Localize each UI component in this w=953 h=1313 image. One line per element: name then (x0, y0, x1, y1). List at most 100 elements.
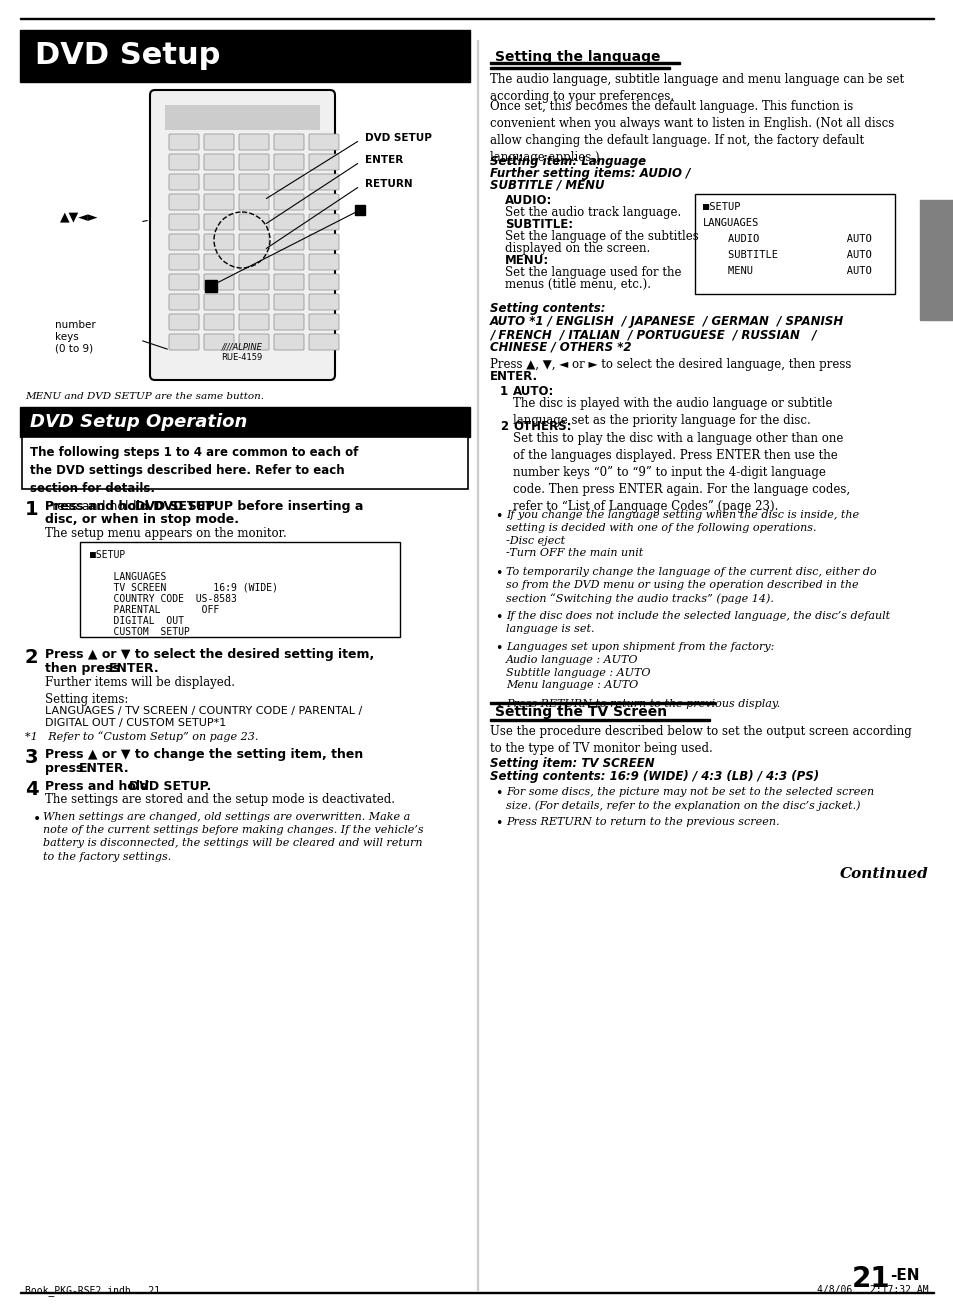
FancyBboxPatch shape (169, 294, 199, 310)
Text: The settings are stored and the setup mode is deactivated.: The settings are stored and the setup mo… (45, 793, 395, 806)
Text: *1   Refer to “Custom Setup” on page 23.: *1 Refer to “Custom Setup” on page 23. (25, 731, 258, 742)
Text: TV SCREEN        16:9 (WIDE): TV SCREEN 16:9 (WIDE) (90, 583, 277, 593)
Text: Setting contents:: Setting contents: (490, 302, 605, 315)
Text: Set the audio track language.: Set the audio track language. (504, 206, 680, 219)
FancyBboxPatch shape (169, 253, 199, 270)
Text: •: • (495, 786, 502, 800)
Text: •: • (495, 509, 502, 523)
FancyBboxPatch shape (169, 314, 199, 330)
FancyBboxPatch shape (204, 314, 233, 330)
Bar (165, 105, 319, 130)
Text: The disc is played with the audio language or subtitle
language set as the prior: The disc is played with the audio langua… (513, 397, 832, 427)
Text: disc, or when in stop mode.: disc, or when in stop mode. (45, 513, 239, 527)
Text: LANGUAGES: LANGUAGES (702, 218, 759, 228)
Bar (20, 30, 470, 81)
FancyBboxPatch shape (309, 274, 338, 290)
Text: SUBTITLE           AUTO: SUBTITLE AUTO (702, 249, 871, 260)
Text: -EN: -EN (889, 1268, 919, 1283)
Bar (205, 280, 216, 291)
Text: ■SETUP: ■SETUP (90, 550, 125, 561)
FancyBboxPatch shape (239, 253, 269, 270)
Text: To temporarily change the language of the current disc, either do
so from the DV: To temporarily change the language of th… (505, 567, 876, 604)
FancyBboxPatch shape (169, 274, 199, 290)
FancyBboxPatch shape (274, 175, 304, 190)
Bar (490, 702, 714, 704)
Text: Setting item: Language: Setting item: Language (490, 155, 645, 168)
FancyBboxPatch shape (239, 194, 269, 210)
FancyBboxPatch shape (169, 334, 199, 351)
FancyBboxPatch shape (150, 91, 335, 379)
FancyBboxPatch shape (309, 253, 338, 270)
Text: Setting contents: 16:9 (WIDE) / 4:3 (LB) / 4:3 (PS): Setting contents: 16:9 (WIDE) / 4:3 (LB)… (490, 769, 819, 783)
Text: •: • (495, 699, 502, 712)
Text: Press RETURN to return to the previous display.: Press RETURN to return to the previous d… (505, 699, 780, 709)
Text: If the disc does not include the selected language, the disc’s default
language : If the disc does not include the selecte… (505, 611, 889, 634)
Text: The setup menu appears on the monitor.: The setup menu appears on the monitor. (45, 527, 287, 540)
Text: •: • (495, 611, 502, 624)
FancyBboxPatch shape (204, 175, 233, 190)
FancyBboxPatch shape (169, 214, 199, 230)
FancyBboxPatch shape (239, 175, 269, 190)
FancyBboxPatch shape (239, 134, 269, 150)
Bar (355, 205, 365, 215)
Text: RETURN: RETURN (365, 179, 413, 189)
Text: LANGUAGES / TV SCREEN / COUNTRY CODE / PARENTAL /: LANGUAGES / TV SCREEN / COUNTRY CODE / P… (45, 706, 362, 716)
FancyBboxPatch shape (204, 154, 233, 169)
Text: AUDIO              AUTO: AUDIO AUTO (702, 234, 871, 244)
FancyBboxPatch shape (239, 154, 269, 169)
Text: Setting the TV Screen: Setting the TV Screen (495, 705, 666, 720)
FancyBboxPatch shape (695, 194, 894, 294)
Text: Press and hold: Press and hold (45, 500, 140, 513)
FancyBboxPatch shape (204, 274, 233, 290)
FancyBboxPatch shape (169, 134, 199, 150)
FancyBboxPatch shape (204, 134, 233, 150)
Text: DVD SETUP: DVD SETUP (365, 133, 432, 143)
Text: •: • (495, 642, 502, 655)
Text: menus (title menu, etc.).: menus (title menu, etc.). (504, 278, 650, 291)
FancyBboxPatch shape (169, 154, 199, 169)
FancyBboxPatch shape (274, 334, 304, 351)
Text: Press ▲, ▼, ◄ or ► to select the desired language, then press: Press ▲, ▼, ◄ or ► to select the desired… (490, 358, 850, 372)
Text: ENTER.: ENTER. (109, 662, 159, 675)
Bar (20, 435, 470, 437)
Text: Setting the language: Setting the language (495, 50, 659, 64)
FancyBboxPatch shape (169, 234, 199, 249)
Text: then press: then press (45, 662, 124, 675)
FancyBboxPatch shape (239, 274, 269, 290)
Text: •: • (495, 567, 502, 580)
Bar (476, 39, 477, 1289)
Text: DVD SETUP.: DVD SETUP. (129, 780, 211, 793)
Text: 1: 1 (25, 500, 38, 519)
FancyBboxPatch shape (309, 294, 338, 310)
Text: PARENTAL       OFF: PARENTAL OFF (90, 605, 219, 614)
Text: CUSTOM  SETUP: CUSTOM SETUP (90, 628, 190, 637)
Text: OTHERS:: OTHERS: (513, 420, 571, 433)
Text: DVD Setup: DVD Setup (35, 42, 220, 71)
Text: number
keys
(0 to 9): number keys (0 to 9) (55, 320, 95, 353)
Text: DVD Setup Operation: DVD Setup Operation (30, 414, 247, 431)
FancyBboxPatch shape (169, 175, 199, 190)
Text: 2: 2 (499, 420, 508, 433)
FancyBboxPatch shape (239, 294, 269, 310)
Text: When settings are changed, old settings are overwritten. Make a
note of the curr: When settings are changed, old settings … (43, 811, 423, 861)
Text: Press ▲ or ▼ to select the desired setting item,: Press ▲ or ▼ to select the desired setti… (45, 649, 374, 660)
FancyBboxPatch shape (204, 194, 233, 210)
FancyBboxPatch shape (274, 134, 304, 150)
Text: 4/8/06   2:17:32 AM: 4/8/06 2:17:32 AM (817, 1285, 928, 1295)
Text: DIGITAL  OUT: DIGITAL OUT (90, 616, 184, 626)
Text: Further setting items: AUDIO /: Further setting items: AUDIO / (490, 167, 690, 180)
Text: CHINESE / OTHERS *2: CHINESE / OTHERS *2 (490, 341, 631, 355)
FancyBboxPatch shape (309, 314, 338, 330)
FancyBboxPatch shape (309, 154, 338, 169)
Text: AUTO *1 / ENGLISH  / JAPANESE  / GERMAN  / SPANISH: AUTO *1 / ENGLISH / JAPANESE / GERMAN / … (490, 315, 843, 328)
Text: DVD SETUP: DVD SETUP (135, 500, 214, 513)
Text: •: • (33, 811, 41, 826)
Text: press: press (45, 762, 88, 775)
FancyBboxPatch shape (204, 214, 233, 230)
Text: ■SETUP: ■SETUP (702, 202, 740, 211)
FancyBboxPatch shape (274, 314, 304, 330)
FancyBboxPatch shape (309, 194, 338, 210)
FancyBboxPatch shape (204, 253, 233, 270)
Text: Setting item: TV SCREEN: Setting item: TV SCREEN (490, 758, 654, 769)
Text: Further items will be displayed.: Further items will be displayed. (45, 676, 234, 689)
